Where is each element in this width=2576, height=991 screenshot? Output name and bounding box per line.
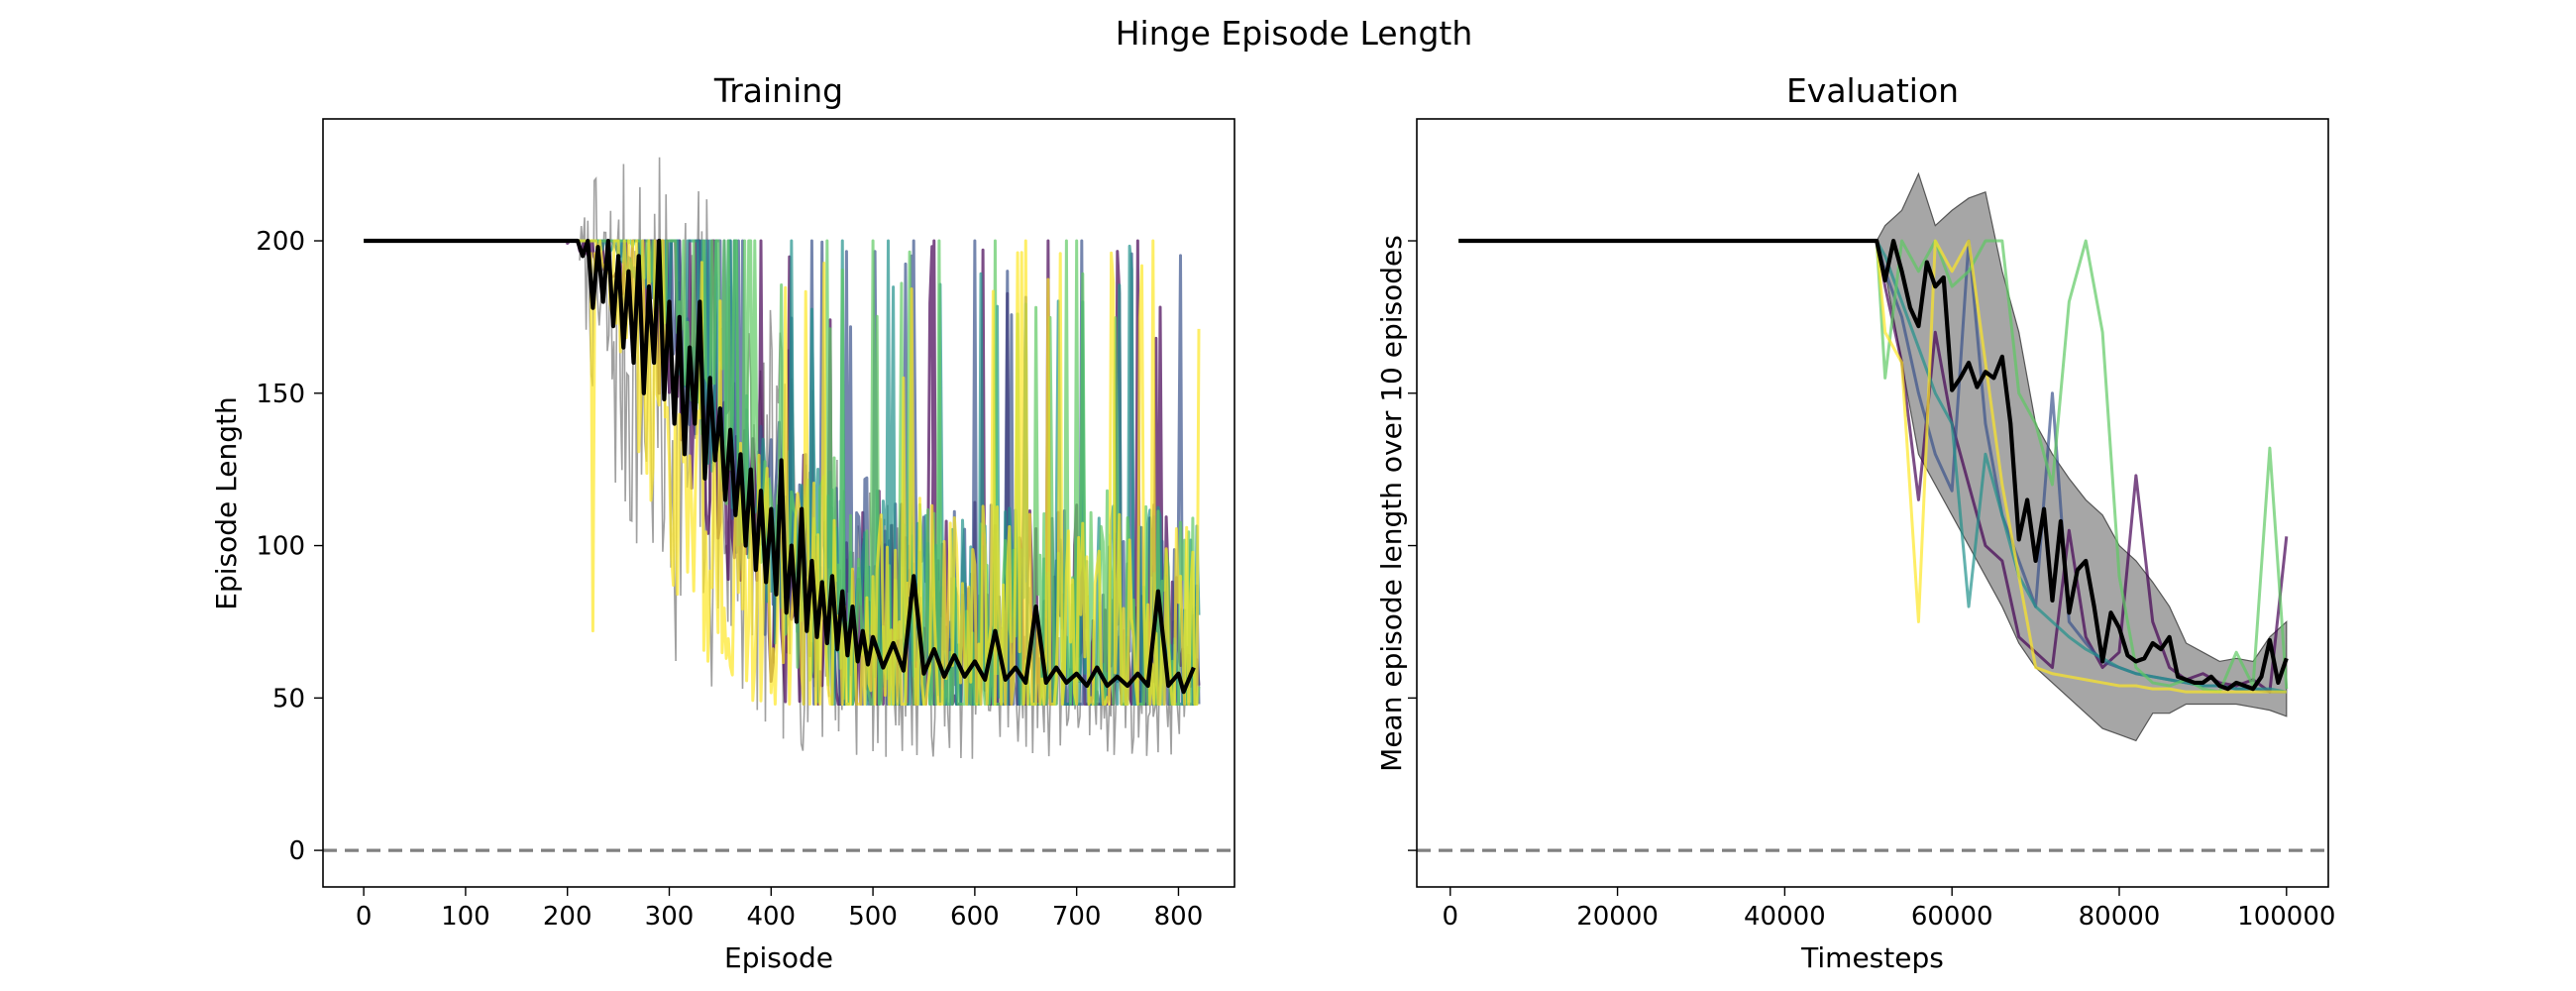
evaluation-x-tick-label: 0 bbox=[1442, 902, 1458, 932]
training-y-tick-label: 150 bbox=[256, 380, 305, 409]
training-mean-line bbox=[364, 238, 1196, 695]
evaluation-title: Evaluation bbox=[1786, 71, 1959, 110]
evaluation-x-tick-label: 80000 bbox=[2079, 902, 2161, 932]
evaluation-run-line bbox=[1458, 239, 2287, 694]
evaluation-run-line bbox=[1458, 239, 2288, 694]
evaluation-x-tick-label: 60000 bbox=[1911, 902, 1993, 932]
figure-title: Hinge Episode Length bbox=[1116, 14, 1473, 53]
training-title: Training bbox=[713, 71, 843, 110]
training-x-tick-label: 700 bbox=[1052, 902, 1102, 932]
training-run-line bbox=[364, 239, 1201, 706]
training-run-line bbox=[364, 239, 1201, 706]
evaluation-x-tick-label: 100000 bbox=[2237, 902, 2335, 932]
training-x-tick-label: 300 bbox=[645, 902, 695, 932]
training-y-tick-label: 0 bbox=[288, 836, 305, 866]
training-y-tick-label: 100 bbox=[256, 532, 305, 562]
evaluation-y-axis-label: Mean episode length over 10 episodes bbox=[1375, 235, 1408, 772]
training-x-tick-label: 800 bbox=[1154, 902, 1204, 932]
training-x-tick-label: 500 bbox=[848, 902, 898, 932]
training-x-tick-label: 0 bbox=[356, 902, 373, 932]
evaluation-axes-frame bbox=[1416, 118, 2329, 888]
evaluation-x-axis-label: Timesteps bbox=[1800, 941, 1944, 974]
training-y-tick-label: 200 bbox=[256, 227, 305, 257]
evaluation-panel: Evaluation Timesteps Mean episode length… bbox=[1375, 71, 2335, 974]
evaluation-x-tick-label: 20000 bbox=[1576, 902, 1659, 932]
training-x-tick-label: 100 bbox=[441, 902, 490, 932]
evaluation-mean-line bbox=[1458, 238, 2289, 692]
training-x-axis-label: Episode bbox=[724, 941, 833, 974]
evaluation-x-tick-label: 40000 bbox=[1744, 902, 1826, 932]
training-x-tick-label: 200 bbox=[543, 902, 592, 932]
training-x-tick-label: 600 bbox=[950, 902, 1000, 932]
training-axes-frame bbox=[322, 118, 1235, 888]
training-panel: Training Episode Episode Length 0 100 200 3… bbox=[210, 71, 1235, 974]
training-plot-area bbox=[323, 157, 1234, 852]
training-y-tick-label: 50 bbox=[272, 684, 305, 714]
evaluation-plot-area bbox=[1417, 171, 2328, 852]
training-x-tick-label: 400 bbox=[746, 902, 796, 932]
training-y-axis-label: Episode Length bbox=[210, 396, 243, 609]
